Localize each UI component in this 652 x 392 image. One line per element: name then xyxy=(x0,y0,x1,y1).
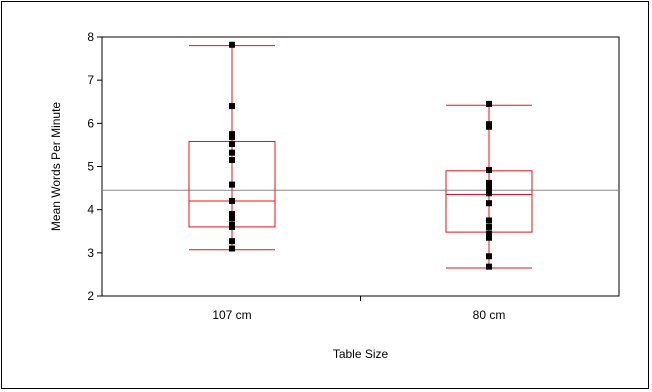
data-point xyxy=(229,103,235,110)
data-point xyxy=(229,238,235,245)
data-point xyxy=(486,200,492,207)
data-point xyxy=(229,215,235,222)
data-point xyxy=(486,179,492,186)
y-tick-label: 8 xyxy=(87,30,94,44)
data-point xyxy=(486,187,492,194)
y-tick-label: 4 xyxy=(87,203,94,217)
data-point xyxy=(486,123,492,130)
x-axis-title: Table Size xyxy=(333,347,389,361)
data-point xyxy=(229,210,235,217)
data-point xyxy=(486,234,492,241)
y-tick-label: 5 xyxy=(87,160,94,174)
data-point xyxy=(486,166,492,173)
y-tick-label: 6 xyxy=(87,116,94,130)
data-point xyxy=(229,181,235,188)
y-tick-label: 7 xyxy=(87,73,94,87)
x-tick-label: 80 cm xyxy=(473,308,506,322)
data-point xyxy=(229,131,235,138)
data-point xyxy=(486,100,492,107)
data-point xyxy=(486,230,492,237)
y-tick-label: 2 xyxy=(87,289,94,303)
data-point xyxy=(229,223,235,230)
data-point xyxy=(486,182,492,189)
data-point xyxy=(486,190,492,197)
data-point xyxy=(486,263,492,270)
data-point xyxy=(229,157,235,164)
y-axis-title: Mean Words Per Minute xyxy=(49,102,63,231)
data-point xyxy=(229,198,235,205)
point-layer xyxy=(229,41,492,270)
data-point xyxy=(229,134,235,141)
data-point xyxy=(486,217,492,224)
plot-area xyxy=(101,36,620,297)
data-point xyxy=(229,149,235,156)
y-tick-label: 3 xyxy=(87,246,94,260)
data-point xyxy=(229,41,235,48)
data-point xyxy=(229,141,235,148)
data-point xyxy=(486,223,492,230)
data-point xyxy=(229,245,235,252)
box-layer xyxy=(188,45,533,269)
x-tick-label: 107 cm xyxy=(212,308,251,322)
axis-layer: 2 3 4 5 6 7 8 107 cm 80 cm xyxy=(87,30,505,322)
data-point xyxy=(486,253,492,260)
